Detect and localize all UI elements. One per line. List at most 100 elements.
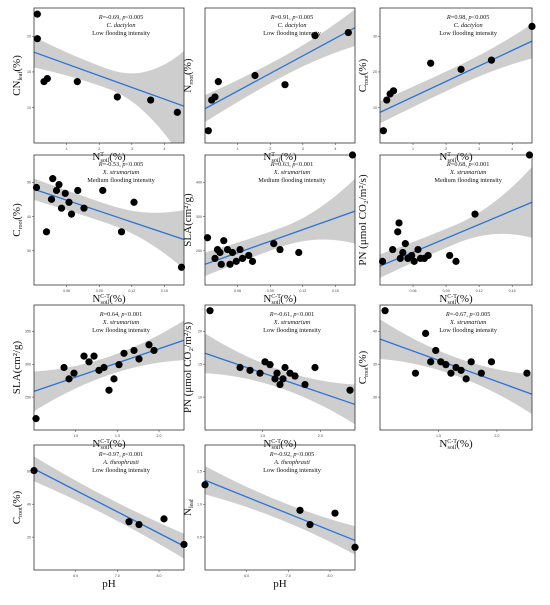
data-point bbox=[389, 87, 398, 95]
data-point bbox=[204, 127, 212, 135]
x-tick-label: 2 bbox=[98, 147, 100, 151]
data-point bbox=[173, 108, 181, 116]
y-tick-label: 10 bbox=[198, 395, 202, 399]
x-tick-label: 0.09 bbox=[96, 289, 103, 293]
condition-label: Medium flooding intensity bbox=[87, 177, 155, 184]
y-tick-label: 40 bbox=[373, 330, 377, 334]
x-tick-label: 0.06 bbox=[410, 289, 417, 293]
data-point bbox=[74, 186, 82, 195]
data-point bbox=[279, 375, 287, 383]
data-point bbox=[378, 257, 387, 265]
data-point bbox=[216, 248, 224, 257]
y-axis-title: PN (μmol CO₂/m²/s) bbox=[357, 174, 369, 266]
condition-label: Low flooding intensity bbox=[92, 327, 151, 334]
regression-line bbox=[204, 210, 356, 265]
data-point bbox=[381, 307, 389, 315]
x-tick-label: 0.12 bbox=[476, 289, 483, 293]
data-point bbox=[414, 245, 422, 254]
x-axis-title: pH bbox=[102, 578, 116, 590]
data-point bbox=[130, 346, 138, 355]
x-tick-label: 4 bbox=[163, 147, 165, 151]
regression-line bbox=[379, 201, 533, 267]
data-point bbox=[291, 372, 299, 380]
x-tick-label: 2.0 bbox=[318, 434, 323, 438]
data-point bbox=[523, 369, 531, 377]
data-point bbox=[70, 369, 78, 377]
data-point bbox=[457, 366, 465, 374]
data-point bbox=[395, 219, 403, 227]
data-point bbox=[214, 78, 222, 86]
y-tick-label: 200 bbox=[196, 249, 202, 253]
data-point bbox=[32, 415, 40, 423]
data-point bbox=[311, 363, 319, 372]
x-tick-label: 8.0 bbox=[328, 574, 333, 578]
data-point bbox=[226, 260, 234, 268]
x-tick-label: 3 bbox=[478, 147, 480, 151]
x-axis-title: NC-T soil(%) bbox=[439, 438, 473, 451]
regression-line bbox=[33, 51, 185, 107]
x-tick-label: 6.0 bbox=[244, 574, 249, 578]
data-point bbox=[236, 363, 244, 372]
data-point bbox=[238, 254, 247, 263]
species-label: X. strumarium bbox=[102, 319, 140, 326]
y-tick-label: 15 bbox=[198, 363, 202, 367]
species-label: X. strumarium bbox=[449, 169, 487, 176]
data-point bbox=[33, 10, 41, 18]
data-point bbox=[525, 151, 534, 159]
data-point bbox=[135, 520, 143, 529]
regression-line bbox=[33, 339, 185, 392]
data-point bbox=[113, 93, 121, 101]
x-tick-label: 0.06 bbox=[234, 289, 241, 293]
y-tick-label: 1.5 bbox=[197, 470, 202, 474]
stat-label: R=0.98, p<0.005 bbox=[446, 14, 489, 21]
data-point bbox=[442, 361, 450, 369]
data-point bbox=[177, 263, 186, 271]
condition-label: Low flooding intensity bbox=[263, 327, 322, 334]
data-point bbox=[344, 28, 352, 37]
data-point bbox=[65, 375, 73, 383]
data-point bbox=[295, 248, 303, 257]
data-point bbox=[410, 257, 418, 265]
data-point bbox=[301, 380, 309, 389]
data-point bbox=[60, 363, 68, 372]
data-point bbox=[276, 245, 284, 254]
x-axis-title: NT soil(%) bbox=[263, 151, 297, 164]
data-point bbox=[394, 228, 402, 236]
data-point bbox=[266, 361, 274, 369]
data-point bbox=[65, 198, 73, 206]
x-tick-label: 0.15 bbox=[509, 289, 516, 293]
data-point bbox=[271, 375, 279, 383]
x-tick-label: 1.5 bbox=[115, 434, 120, 438]
data-point bbox=[401, 240, 409, 248]
regression-line bbox=[33, 188, 185, 241]
y-axis-title: Nleaf bbox=[182, 499, 195, 516]
y-axis-title: PN (μmol CO₂/m²/s) bbox=[182, 322, 194, 414]
data-point bbox=[389, 245, 397, 254]
panel-frame bbox=[33, 154, 185, 286]
species-label: X. strumarium bbox=[102, 169, 140, 176]
y-tick-label: 50 bbox=[27, 181, 31, 185]
data-point bbox=[99, 186, 107, 195]
data-point bbox=[147, 96, 155, 104]
data-point bbox=[467, 358, 475, 366]
y-axis-title: CNleaf(%) bbox=[11, 55, 24, 96]
data-point bbox=[217, 260, 225, 268]
data-point bbox=[90, 352, 98, 360]
stat-label: R=0.64, p<0.001 bbox=[99, 311, 142, 318]
y-axis-title: Croot(%) bbox=[357, 350, 370, 384]
data-point bbox=[80, 352, 88, 360]
confidence-band bbox=[380, 23, 532, 124]
data-point bbox=[32, 183, 41, 192]
x-tick-label: 8.0 bbox=[157, 574, 162, 578]
panel-frame bbox=[204, 304, 356, 431]
y-tick-label: 20 bbox=[27, 535, 31, 539]
data-point bbox=[232, 257, 240, 265]
species-label: X. strumarium bbox=[449, 319, 487, 326]
y-tick-label: 20 bbox=[198, 330, 202, 334]
data-point bbox=[447, 369, 455, 377]
condition-label: Low flooding intensity bbox=[92, 467, 151, 474]
condition-label: Low flooding intensity bbox=[263, 467, 322, 474]
x-tick-label: 2.0 bbox=[157, 434, 162, 438]
x-tick-label: 0.12 bbox=[128, 289, 135, 293]
